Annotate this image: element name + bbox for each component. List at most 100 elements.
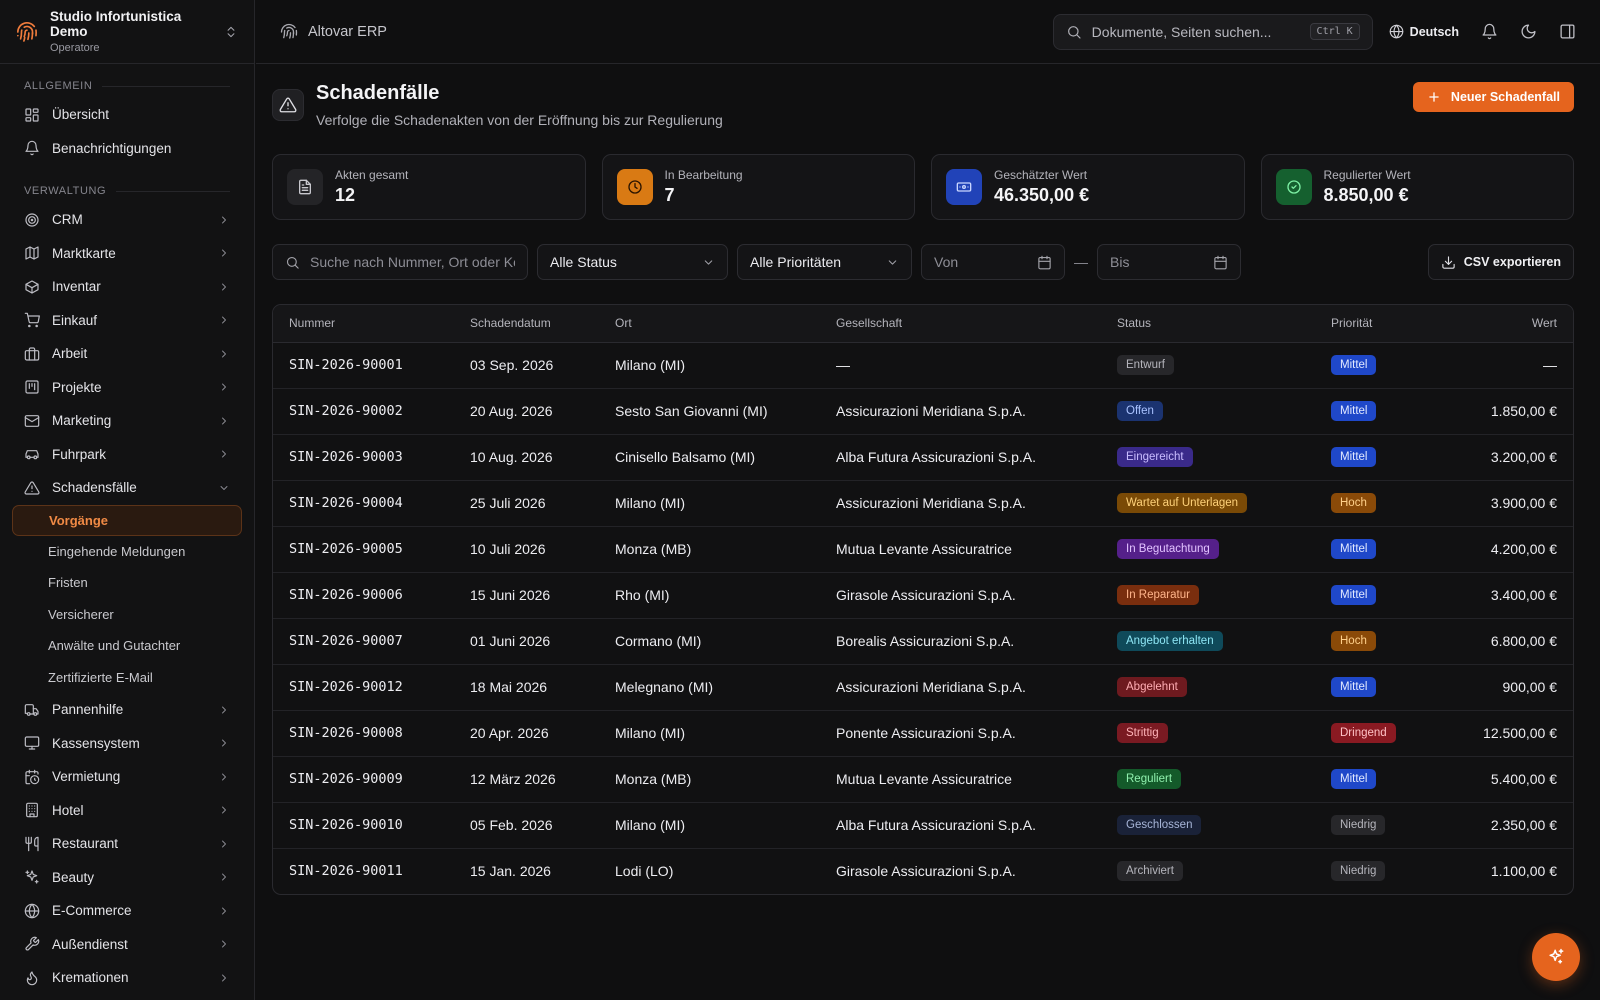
sidebar-subitem-certified-email[interactable]: Zertifizierte E-Mail: [48, 669, 153, 685]
claim-number: SIN-2026-90009: [273, 756, 454, 803]
sidebar-item-projects[interactable]: Projekte: [0, 371, 254, 405]
sidebar-item-overview[interactable]: Übersicht: [0, 98, 254, 132]
export-csv-button[interactable]: CSV exportieren: [1427, 244, 1574, 280]
sidebar-subitem-incoming-reports[interactable]: Eingehende Meldungen: [48, 543, 186, 559]
table-row[interactable]: SIN-2026-90001 03 Sep. 2026 Milano (MI) — En…: [273, 342, 1573, 389]
sidebar-subitem-deadlines[interactable]: Fristen: [48, 575, 88, 591]
sidebar-item-claims[interactable]: Schadensfälle: [0, 471, 254, 505]
table-row[interactable]: SIN-2026-90011 15 Jan. 2026 Lodi (LO) Giras…: [273, 848, 1573, 894]
sidebar-item-pos[interactable]: Kassensystem: [0, 727, 254, 761]
column-header-date[interactable]: Schadendatum: [454, 305, 599, 343]
sidebar-item-rental[interactable]: Vermietung: [0, 760, 254, 794]
sidebar-item-notifications[interactable]: Benachrichtigungen: [0, 132, 254, 166]
claim-date: 10 Aug. 2026: [454, 434, 599, 481]
claim-number: SIN-2026-90012: [273, 664, 454, 711]
priority-badge: Mittel: [1331, 585, 1377, 605]
sidebar-item-field-service[interactable]: Außendienst: [0, 928, 254, 962]
claim-company: Assicurazioni Meridiana S.p.A.: [820, 388, 1101, 435]
shopping-cart-icon: [24, 312, 40, 328]
moon-icon[interactable]: [1520, 23, 1537, 40]
claim-date: 25 Juli 2026: [454, 480, 599, 527]
new-claim-button[interactable]: Neuer Schadenfall: [1412, 82, 1574, 112]
sidebar-item-inventory[interactable]: Inventar: [0, 270, 254, 304]
stat-label: Akten gesamt: [335, 168, 409, 182]
brand-name: Altovar ERP: [308, 23, 387, 40]
column-header-number[interactable]: Nummer: [273, 305, 454, 343]
table-row[interactable]: SIN-2026-90003 10 Aug. 2026 Cinisello Bals…: [273, 434, 1573, 481]
claim-number: SIN-2026-90010: [273, 802, 454, 849]
sidebar-item-work[interactable]: Arbeit: [0, 337, 254, 371]
fingerprint-logo-icon: [16, 21, 38, 43]
sidebar-subitem-lawyers-experts[interactable]: Anwälte und Gutachter: [48, 638, 181, 654]
table-row[interactable]: SIN-2026-90012 18 Mai 2026 Melegnano (MI) A…: [273, 664, 1573, 711]
table-row[interactable]: SIN-2026-90009 12 März 2026 Monza (MB) Mutu…: [273, 756, 1573, 803]
priority-badge: Hoch: [1331, 493, 1376, 513]
table-row[interactable]: SIN-2026-90008 20 Apr. 2026 Milano (MI) Pon…: [273, 710, 1573, 757]
table-row[interactable]: SIN-2026-90005 10 Juli 2026 Monza (MB) Mutu…: [273, 526, 1573, 573]
priority-badge: Mittel: [1331, 447, 1377, 467]
plus-icon: [1427, 90, 1441, 104]
date-range-separator: —: [1074, 254, 1088, 270]
claim-place: Cormano (MI): [599, 618, 820, 665]
claim-place: Milano (MI): [599, 710, 820, 757]
sidebar-item-market-map[interactable]: Marktkarte: [0, 237, 254, 271]
claim-number: SIN-2026-90005: [273, 526, 454, 573]
claim-status-cell: Strittig: [1101, 710, 1315, 757]
filter-bar: Alle Status Alle Prioritäten Von — Bis C…: [272, 244, 1574, 280]
sidebar-subitem-cases[interactable]: Vorgänge: [12, 504, 242, 536]
claims-search-input[interactable]: [310, 254, 515, 270]
page-header: Schadenfälle Verfolge die Schadenakten v…: [272, 82, 1574, 134]
column-header-value[interactable]: Wert: [1455, 305, 1573, 343]
chevron-right-icon: [218, 838, 230, 850]
global-search[interactable]: Dokumente, Seiten suchen... Ctrl K: [1052, 13, 1373, 50]
claim-status-cell: Eingereicht: [1101, 434, 1315, 481]
sidebar-item-beauty[interactable]: Beauty: [0, 861, 254, 895]
globe-icon: [24, 903, 40, 919]
table-row[interactable]: SIN-2026-90002 20 Aug. 2026 Sesto San Giov…: [273, 388, 1573, 435]
column-header-place[interactable]: Ort: [599, 305, 820, 343]
claim-company: Assicurazioni Meridiana S.p.A.: [820, 480, 1101, 527]
claim-place: Milano (MI): [599, 802, 820, 849]
claim-date: 12 März 2026: [454, 756, 599, 803]
claim-place: Milano (MI): [599, 342, 820, 389]
sidebar-item-marketing[interactable]: Marketing: [0, 404, 254, 438]
date-to-field[interactable]: Bis: [1097, 244, 1241, 280]
panel-toggle-icon[interactable]: [1559, 23, 1576, 40]
bell-icon[interactable]: [1481, 23, 1498, 40]
sidebar-item-crm[interactable]: CRM: [0, 203, 254, 237]
claim-priority-cell: Niedrig: [1315, 802, 1455, 849]
sidebar-item-roadside[interactable]: Pannenhilfe: [0, 693, 254, 727]
claims-table: Nummer Schadendatum Ort Gesellschaft Sta…: [272, 304, 1574, 895]
table-row[interactable]: SIN-2026-90010 05 Feb. 2026 Milano (MI) Alb…: [273, 802, 1573, 849]
sidebar-item-cremations[interactable]: Kremationen: [0, 961, 254, 995]
claim-value: —: [1455, 342, 1573, 389]
claim-place: Lodi (LO): [615, 863, 674, 880]
column-header-status[interactable]: Status: [1101, 305, 1315, 343]
assistant-fab[interactable]: [1532, 933, 1580, 981]
column-header-priority[interactable]: Priorität: [1315, 305, 1455, 343]
table-row[interactable]: SIN-2026-90007 01 Juni 2026 Cormano (MI) Bo…: [273, 618, 1573, 665]
utensils-icon: [24, 836, 40, 852]
sidebar-item-fleet[interactable]: Fuhrpark: [0, 438, 254, 472]
table-header-row: Nummer Schadendatum Ort Gesellschaft Sta…: [273, 305, 1573, 343]
stat-value: 12: [335, 185, 356, 205]
sidebar-item-ecommerce[interactable]: E-Commerce: [0, 894, 254, 928]
section-label-general: ALLGEMEIN: [0, 74, 254, 98]
date-from-field[interactable]: Von: [921, 244, 1065, 280]
section-label-admin: VERWALTUNG: [0, 179, 254, 203]
claims-search[interactable]: [272, 244, 528, 280]
sidebar-subitem-insurers[interactable]: Versicherer: [48, 606, 114, 622]
priority-filter[interactable]: Alle Prioritäten: [737, 244, 912, 280]
status-filter[interactable]: Alle Status: [537, 244, 728, 280]
sidebar-item-purchasing[interactable]: Einkauf: [0, 304, 254, 338]
table-row[interactable]: SIN-2026-90006 15 Juni 2026 Rho (MI) Giraso…: [273, 572, 1573, 619]
claim-value: 900,00 €: [1455, 664, 1573, 711]
org-switcher[interactable]: Studio Infortunistica Demo Operatore: [0, 0, 254, 64]
sidebar-item-hotel[interactable]: Hotel: [0, 794, 254, 828]
column-header-company[interactable]: Gesellschaft: [820, 305, 1101, 343]
claim-date: 18 Mai 2026: [454, 664, 599, 711]
language-switcher[interactable]: Deutsch: [1389, 24, 1459, 39]
table-row[interactable]: SIN-2026-90004 25 Juli 2026 Milano (MI) Ass…: [273, 480, 1573, 527]
sidebar-item-restaurant[interactable]: Restaurant: [0, 827, 254, 861]
claim-date: 15 Juni 2026: [454, 572, 599, 619]
